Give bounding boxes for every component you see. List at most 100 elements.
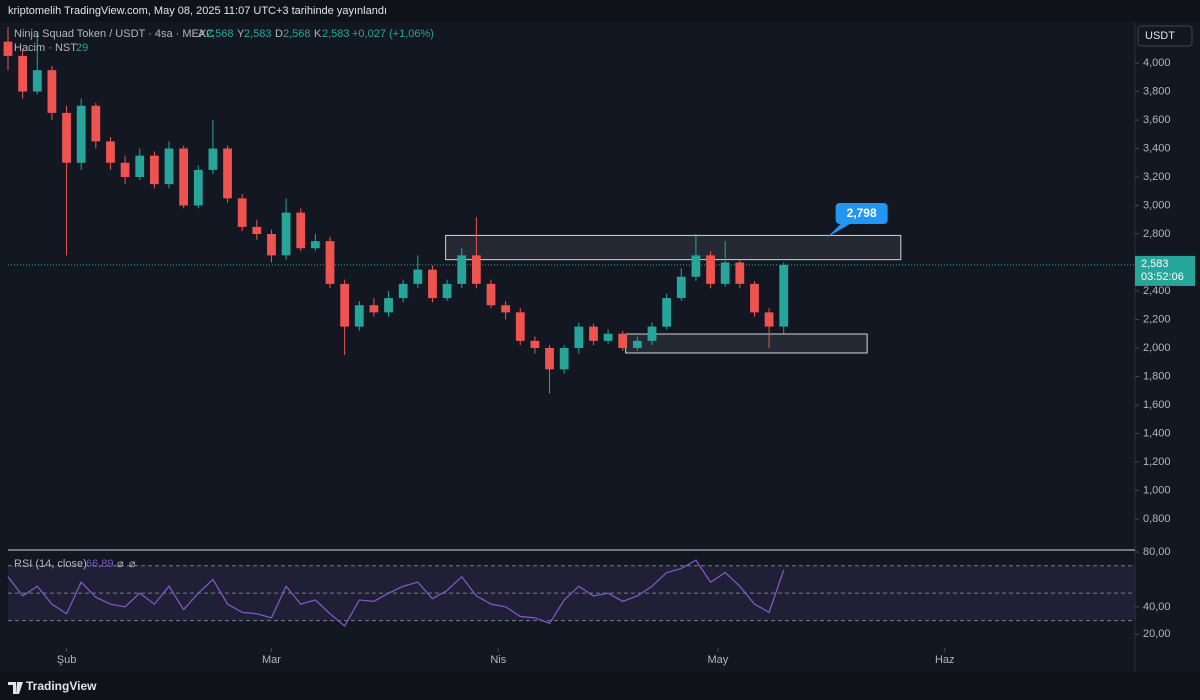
candle-body (515, 312, 525, 341)
footer-brand: TradingView (26, 679, 97, 693)
candle-body (574, 326, 584, 348)
symbol: Ninja Squad Token / USDT · 4sa · MEXC (14, 28, 214, 40)
candle-body (223, 148, 232, 199)
c-label: K (314, 28, 322, 40)
candle-body (47, 70, 57, 113)
candle-body (720, 262, 730, 284)
rsi-extra: ⌀ (117, 558, 124, 570)
l-value: 2,568 (283, 28, 311, 40)
candle-body (647, 326, 657, 341)
candle-body (457, 255, 467, 284)
candle-body (164, 148, 174, 185)
y-tick-label: 2,200 (1143, 313, 1171, 325)
candle-body (691, 255, 701, 277)
y-tick-label: 3,200 (1143, 171, 1171, 183)
candle-body (325, 241, 335, 284)
rsi-tick-label: 40,00 (1143, 601, 1171, 613)
x-tick-label: Mar (262, 654, 281, 666)
footer-bar (0, 672, 1200, 700)
y-tick-label: 0,800 (1143, 513, 1171, 525)
y-tick-label: 2,800 (1143, 228, 1171, 240)
y-tick-label: 3,400 (1143, 142, 1171, 154)
candle-body (91, 105, 101, 142)
zone (625, 333, 868, 354)
candle-body (62, 112, 71, 163)
rsi-tick-label: 80,00 (1143, 546, 1171, 558)
candle-body (281, 212, 291, 256)
candle-body (149, 155, 159, 185)
change: +0,027 (+1,06%) (352, 28, 434, 40)
y-tick-label: 2,000 (1143, 342, 1171, 354)
candle-body (179, 148, 189, 206)
candle-body (384, 298, 393, 313)
o-value: 2,568 (206, 28, 234, 40)
x-tick-label: Şub (57, 654, 77, 666)
rsi-title: RSI (14, close) (14, 558, 87, 570)
candle-body (413, 269, 423, 284)
header-bar (0, 0, 1200, 22)
x-tick-label: Nis (490, 654, 506, 666)
candle-body (589, 326, 598, 341)
candle-body (296, 212, 306, 249)
y-tick-label: 1,600 (1143, 399, 1171, 411)
candle-body (632, 340, 642, 348)
callout-pointer (827, 222, 852, 237)
c-value: 2,583 (322, 28, 350, 40)
logo (8, 682, 23, 694)
candle-body (559, 347, 569, 370)
candle-body (106, 141, 115, 163)
candle-body (706, 255, 715, 284)
publisher: kriptomelih TradingView.com, May 08, 202… (8, 5, 387, 17)
rsi-tick-label: 20,00 (1143, 628, 1171, 640)
candle-body (18, 55, 28, 92)
candle-body (76, 105, 86, 163)
candle-body (120, 162, 130, 178)
candle-body (32, 70, 42, 92)
y-tick-label: 1,400 (1143, 427, 1171, 439)
candle-body (662, 298, 672, 327)
candle-body (237, 198, 247, 227)
candle-body (3, 41, 13, 56)
rsi-extra: ⌀ (129, 558, 136, 570)
last-price-label: 2,583 (1141, 258, 1169, 270)
candle-body (428, 269, 437, 299)
candle-body (471, 255, 481, 284)
candle-body (193, 169, 203, 206)
candle-body (676, 276, 686, 299)
volume-value: 29 (76, 42, 88, 54)
candle-body (750, 283, 759, 313)
y-tick-label: 1,000 (1143, 484, 1171, 496)
y-tick-label: 3,600 (1143, 114, 1171, 126)
y-tick-label: 1,800 (1143, 370, 1171, 382)
candle-body (530, 340, 540, 348)
candle-body (354, 305, 364, 327)
callout-box (835, 202, 888, 224)
candle-body (340, 283, 350, 327)
y-tick-label: 2,400 (1143, 285, 1171, 297)
x-tick-label: Haz (935, 654, 955, 666)
currency-box[interactable] (1137, 25, 1193, 47)
candle-body (252, 226, 262, 234)
x-tick-label: May (707, 654, 728, 666)
candle-body (398, 283, 408, 299)
y-tick-label: 1,200 (1143, 456, 1171, 468)
candle-body (135, 155, 145, 178)
candle-body (764, 312, 774, 327)
candle-body (267, 233, 276, 256)
callout-label: 2,798 (847, 206, 877, 220)
candle-body (603, 333, 613, 341)
candle-body (486, 283, 496, 306)
callout: 2,798 (827, 202, 888, 237)
zone (445, 234, 902, 261)
y-tick-label: 3,800 (1143, 85, 1171, 97)
o-label: A (198, 28, 206, 40)
last-price-box (1135, 255, 1195, 286)
rsi-line (7, 559, 785, 628)
y-tick-label: 3,000 (1143, 199, 1171, 211)
h-label: Y (237, 28, 245, 40)
candle-body (779, 264, 789, 327)
rsi-value: 66,89 (86, 558, 114, 570)
plot (3, 27, 1135, 628)
